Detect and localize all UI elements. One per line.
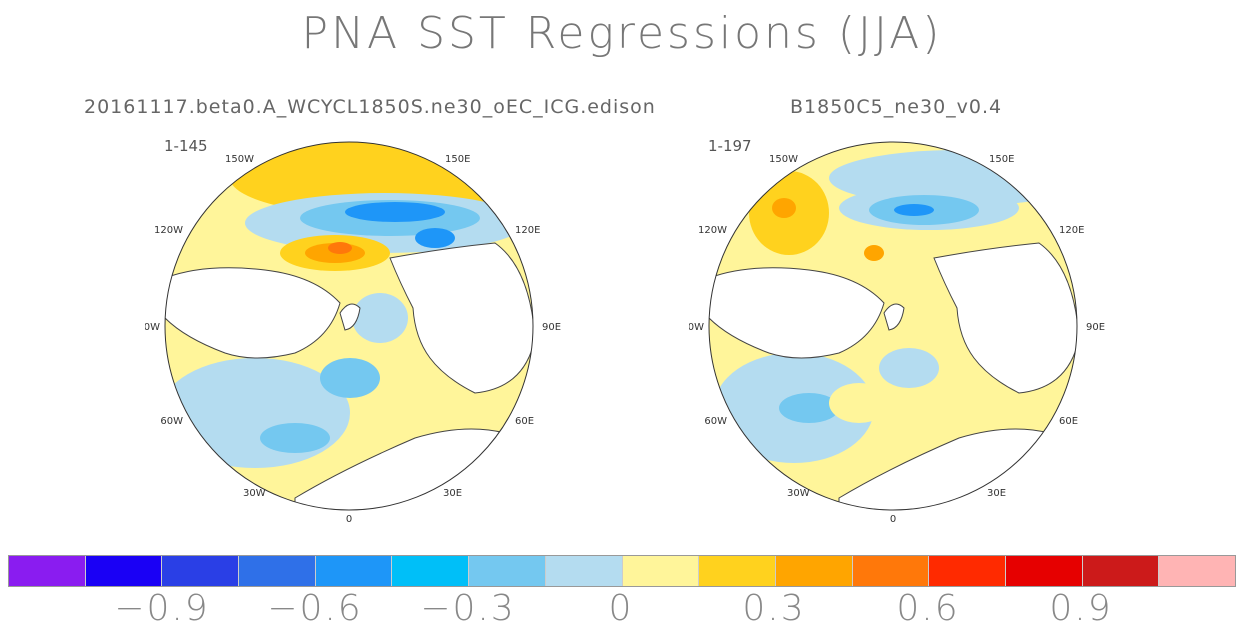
colorbar-segment (239, 556, 316, 586)
colorbar (8, 555, 1236, 587)
lon-label-60w: 60W (704, 416, 727, 427)
lon-label-90w: 90W (689, 322, 704, 333)
lon-label-180: 180 (339, 138, 358, 139)
colorbar-segment (85, 556, 163, 586)
colorbar-tick-label: 0.9 (1049, 588, 1113, 629)
colorbar-segment (469, 556, 546, 586)
lon-label-120w: 120W (154, 225, 183, 236)
colorbar-segment (775, 556, 853, 586)
lon-label-30w: 30W (243, 488, 266, 499)
lon-label-0: 0 (890, 514, 896, 525)
colorbar-segment (392, 556, 470, 586)
colorbar-tick-label: −0.6 (267, 588, 363, 629)
north-america-land (709, 267, 885, 359)
polar-map-right: 180 0 90W 90E 150W 150E 120W 120E 60W 60… (689, 138, 1109, 528)
colorbar-tick-label: 0.3 (742, 588, 806, 629)
colorbar-tick-label: −0.9 (114, 588, 210, 629)
lon-label-0: 0 (346, 514, 352, 525)
panel-range-right: 1-197 (708, 137, 752, 155)
lon-label-30w: 30W (787, 488, 810, 499)
lon-label-150e: 150E (989, 154, 1014, 165)
lon-label-60e: 60E (1059, 416, 1078, 427)
colorbar-segment (9, 556, 86, 586)
lon-label-120e: 120E (515, 225, 540, 236)
eurasia-land (389, 242, 533, 394)
colorbar-tick-label: −0.3 (420, 588, 516, 629)
north-america-land (165, 267, 341, 359)
colorbar-tick-label: 0 (608, 588, 634, 629)
colorbar-segment (1082, 556, 1160, 586)
lon-label-120w: 120W (698, 225, 727, 236)
colorbar-segment (699, 556, 776, 586)
colorbar-segment (929, 556, 1006, 586)
panel-title-left: 20161117.beta0.A_WCYCL1850S.ne30_oEC_ICG… (84, 96, 656, 118)
lon-label-150w: 150W (769, 154, 798, 165)
lon-label-90e: 90E (542, 322, 561, 333)
colorbar-segment (162, 556, 240, 586)
lon-label-180: 180 (883, 138, 902, 139)
lon-label-30e: 30E (443, 488, 462, 499)
lon-label-150e: 150E (445, 154, 470, 165)
greenland-land (339, 303, 361, 331)
colorbar-segment (315, 556, 393, 586)
greenland-land (883, 303, 905, 331)
colorbar-segment (545, 556, 623, 586)
lon-label-60w: 60W (160, 416, 183, 427)
eurasia-land (933, 242, 1077, 394)
polar-map-left: 180 0 90W 90E 150W 150E 120W 120E 60W 60… (145, 138, 565, 528)
lon-label-90e: 90E (1086, 322, 1105, 333)
colorbar-segment (1005, 556, 1083, 586)
lon-label-60e: 60E (515, 416, 534, 427)
panel-range-left: 1-145 (164, 137, 208, 155)
panel-title-right: B1850C5_ne30_v0.4 (790, 96, 1003, 118)
colorbar-segment (1159, 556, 1235, 586)
figure-title: PNA SST Regressions (JJA) (301, 8, 943, 59)
colorbar-segment (852, 556, 930, 586)
lon-label-120e: 120E (1059, 225, 1084, 236)
colorbar-tick-label: 0.6 (896, 588, 960, 629)
lon-label-30e: 30E (987, 488, 1006, 499)
colorbar-segment (622, 556, 700, 586)
lon-label-90w: 90W (145, 322, 160, 333)
lon-label-150w: 150W (225, 154, 254, 165)
